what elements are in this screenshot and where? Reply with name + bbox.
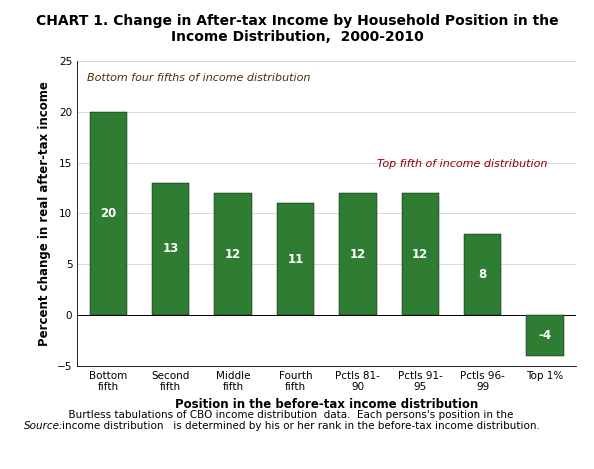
Text: Top fifth of income distribution: Top fifth of income distribution (377, 159, 547, 168)
Text: 12: 12 (225, 248, 241, 261)
Text: 20: 20 (100, 207, 116, 220)
Text: Burtless tabulations of CBO income distribution  data.  Each persons's position : Burtless tabulations of CBO income distr… (62, 410, 541, 431)
Bar (402, 193, 439, 315)
Text: 13: 13 (163, 242, 179, 256)
Text: Source:: Source: (24, 422, 63, 431)
X-axis label: Position in the before-tax income distribution: Position in the before-tax income distri… (175, 398, 478, 411)
Bar (526, 315, 564, 356)
Y-axis label: Percent change in real after-tax income: Percent change in real after-tax income (39, 81, 52, 346)
Bar (152, 183, 189, 315)
Bar (277, 203, 314, 315)
Bar (339, 193, 377, 315)
Text: -4: -4 (538, 329, 552, 342)
Text: 11: 11 (287, 253, 304, 265)
Bar (214, 193, 252, 315)
Bar (90, 112, 127, 315)
Text: Bottom four fifths of income distribution: Bottom four fifths of income distributio… (87, 73, 311, 83)
Text: CHART 1. Change in After-tax Income by Household Position in the
Income Distribu: CHART 1. Change in After-tax Income by H… (36, 14, 558, 44)
Text: 12: 12 (412, 248, 428, 261)
Text: 8: 8 (479, 268, 486, 281)
Text: 12: 12 (350, 248, 366, 261)
Bar (464, 234, 501, 315)
